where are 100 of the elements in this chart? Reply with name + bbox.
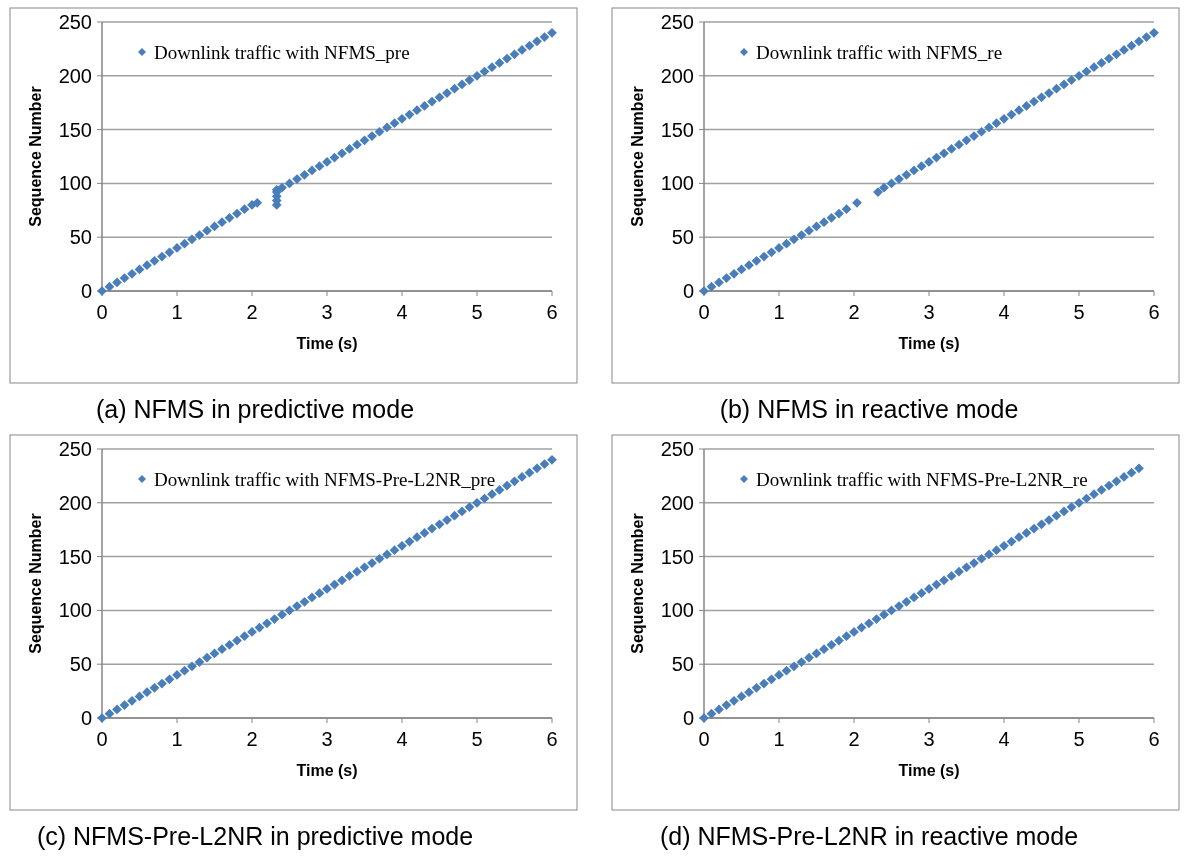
point [871,614,882,624]
x-tick-label: 6 [1148,728,1160,750]
point [1066,502,1077,512]
y-tick-label: 100 [58,172,92,195]
x-axis-title: Time (s) [898,335,960,352]
point [961,562,972,573]
point [1029,523,1039,534]
point [729,695,739,706]
point [1059,79,1069,90]
x-tick-label: 0 [96,728,108,750]
text: (d) NFMS-Pre-L2NR in reactive mode [659,822,1079,850]
point [939,148,949,159]
point [721,700,732,710]
y-tick-label: 250 [660,438,694,460]
y-axis-title: Sequence Number [27,86,44,227]
x-tick-label: 2 [246,728,258,750]
y-tick-label: 0 [682,280,694,302]
point [744,260,754,271]
point [1029,96,1039,107]
point [1134,36,1144,47]
y-tick-label: 150 [660,545,694,568]
x-tick-label: 0 [698,301,710,323]
point [714,704,724,715]
x-tick-label: 3 [923,301,935,323]
point [804,225,814,236]
x-tick-label: 1 [171,728,183,750]
point [1074,70,1084,81]
point [1014,532,1024,543]
point [706,708,717,719]
point [1134,463,1144,474]
y-axis-title: Sequence Number [629,86,646,227]
point [1126,467,1137,478]
point [852,197,862,208]
y-tick-label: 50 [69,226,92,249]
point [1066,75,1077,85]
x-tick-label: 4 [998,728,1010,750]
legend-label: Downlink traffic with NFMS_pre [154,41,410,63]
point [1104,480,1114,491]
x-tick-label: 2 [848,728,860,750]
x-axis-title: Time (s) [898,762,960,779]
x-tick-label: 4 [998,301,1010,323]
point [1074,497,1084,508]
point [1111,49,1122,60]
point [991,545,1002,556]
point [999,113,1009,124]
point [789,234,799,245]
x-tick-label: 5 [1073,728,1085,750]
x-tick-label: 0 [96,301,108,323]
y-tick-label: 200 [58,64,92,87]
y-tick-label: 200 [660,491,694,514]
point [976,553,987,564]
point [901,169,912,180]
point [826,639,837,650]
x-tick-label: 6 [546,301,558,323]
y-tick-label: 0 [682,707,694,729]
point [834,208,844,219]
y-tick-label: 150 [58,545,92,568]
point [826,212,837,223]
legend-label: Downlink traffic with NFMS-Pre-L2NR_re [756,468,1088,490]
x-tick-label: 4 [396,728,408,750]
point [1089,489,1099,500]
point [1021,528,1032,538]
x-tick-label: 5 [1073,301,1085,323]
point [976,126,987,137]
x-tick-label: 3 [923,728,935,750]
point [991,118,1002,129]
point [916,588,927,599]
y-tick-label: 100 [660,599,694,622]
point [1051,510,1062,521]
point [706,281,717,292]
y-axis-title: Sequence Number [629,513,646,654]
point [1096,58,1107,68]
y-tick-label: 0 [80,280,92,302]
y-tick-label: 100 [660,172,694,195]
point [984,549,994,560]
point [796,657,807,667]
point [1089,62,1099,73]
y-tick-label: 250 [58,11,92,33]
point [1141,32,1152,42]
text: (b) NFMS in reactive mode [719,395,1019,423]
text: (c) NFMS-Pre-L2NR in predictive mode [36,822,474,850]
point [879,182,889,193]
point [999,540,1009,551]
y-tick-label: 250 [58,438,92,460]
legend-label: Downlink traffic with NFMS_re [756,41,1003,63]
point [759,251,769,262]
point [781,238,792,249]
point [1126,40,1137,51]
point [879,609,889,620]
x-axis-title: Time (s) [296,335,358,352]
point [909,592,919,603]
x-tick-label: 5 [471,728,483,750]
point [841,204,852,215]
point [759,678,769,689]
point [939,575,949,586]
point [789,661,799,672]
y-tick-label: 50 [671,653,694,676]
y-tick-label: 150 [660,118,694,141]
point [804,652,814,663]
x-tick-label: 6 [1148,301,1160,323]
